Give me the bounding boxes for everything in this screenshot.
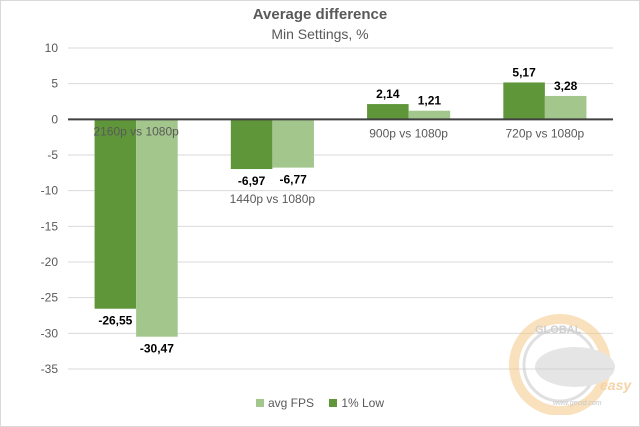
- y-tick-label: -25: [41, 291, 59, 305]
- data-label: -30,47: [140, 342, 174, 356]
- data-label: 2,14: [376, 87, 400, 101]
- data-label: -6,77: [279, 173, 307, 187]
- data-label: 3,28: [554, 79, 578, 93]
- data-label: 5,17: [512, 65, 536, 79]
- legend-swatch-avg-fps: [255, 399, 264, 407]
- watermark-brand-text: easy: [600, 377, 632, 393]
- data-label: -26,55: [98, 314, 132, 328]
- legend-label-avg-fps: avg FPS: [267, 396, 314, 410]
- legend-item-1pct-low: 1% Low: [329, 396, 384, 410]
- gecid-watermark-logo: GLOBAL easy www.gecid.com: [509, 314, 632, 415]
- bar-1-low: [503, 82, 545, 120]
- data-label: 1,21: [418, 94, 442, 108]
- legend-swatch-1pct-low: [329, 399, 338, 407]
- legend: avg FPS 1% Low: [0, 396, 640, 410]
- watermark-global-text: GLOBAL: [535, 324, 582, 336]
- x-category-label: 2160p vs 1080p: [93, 124, 179, 138]
- y-tick-label: 0: [51, 112, 58, 126]
- x-category-label: 1440p vs 1080p: [230, 192, 316, 206]
- chart-subtitle: Min Settings, %: [271, 26, 369, 42]
- y-tick-label: -15: [41, 219, 59, 233]
- y-tick-label: -35: [41, 362, 59, 376]
- legend-item-avg-fps: avg FPS: [255, 396, 314, 410]
- bar-avg-fps: [544, 95, 587, 120]
- data-label: -6,97: [238, 174, 266, 188]
- y-tick-label: -5: [47, 148, 58, 162]
- bar-1-low: [94, 119, 137, 309]
- bar-1-low: [230, 119, 273, 170]
- chart-title: Average difference: [252, 6, 388, 23]
- watermark-url-text: www.gecid.com: [553, 400, 602, 407]
- x-category-label: 900p vs 1080p: [369, 126, 448, 140]
- y-tick-label: 5: [51, 77, 58, 91]
- y-tick-label: -30: [41, 326, 59, 340]
- y-tick-label: -10: [41, 184, 59, 198]
- bar-avg-fps: [272, 119, 314, 168]
- y-tick-label: -20: [41, 255, 59, 269]
- bar-1-low: [367, 104, 409, 120]
- legend-label-1pct-low: 1% Low: [341, 396, 385, 410]
- bar-avg-fps: [136, 119, 178, 337]
- watermark-e-shape: [535, 347, 615, 387]
- bar-avg-fps: [408, 110, 451, 120]
- y-tick-label: 10: [45, 41, 59, 55]
- x-category-label: 720p vs 1080p: [506, 126, 585, 140]
